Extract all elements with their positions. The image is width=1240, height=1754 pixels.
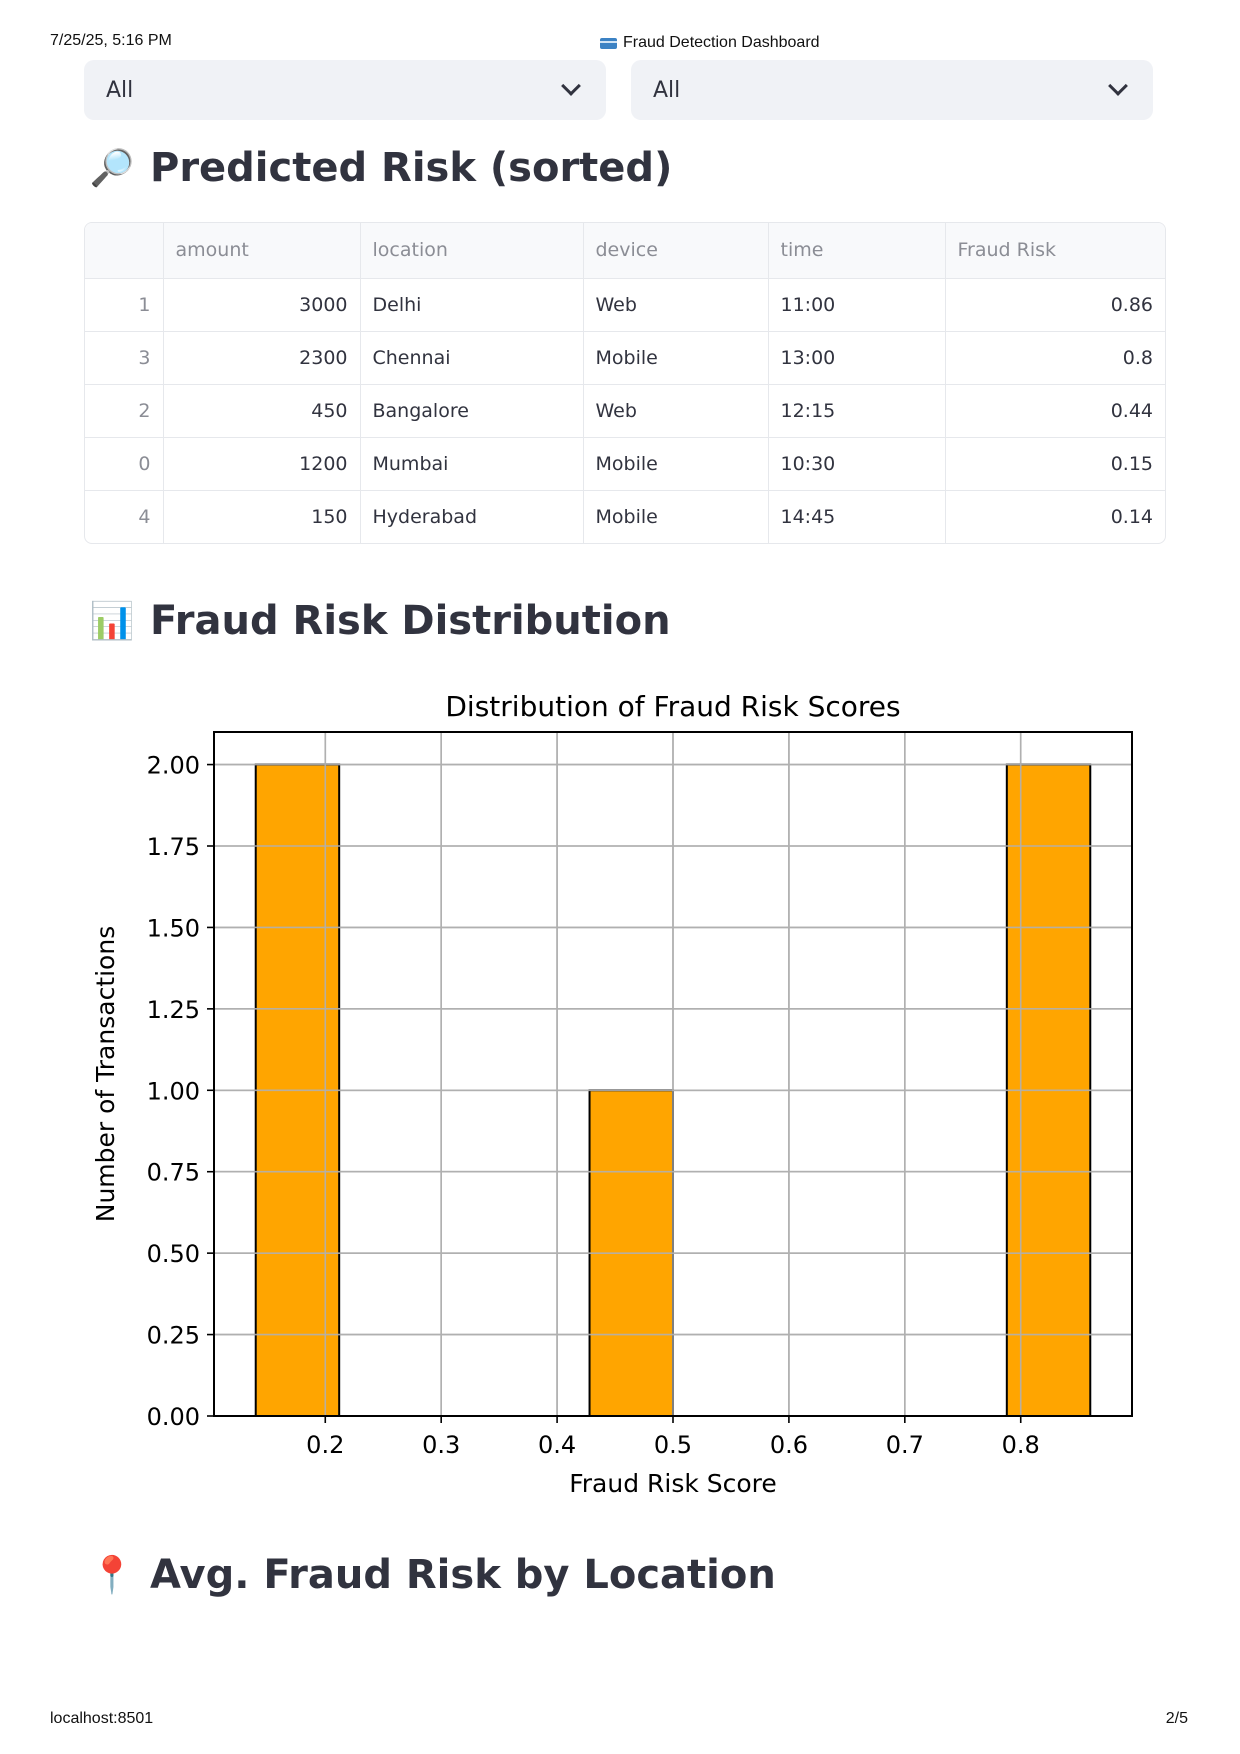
- y-tick-label: 1.25: [147, 996, 200, 1024]
- section-title-predicted-risk: 🔎 Predicted Risk (sorted): [88, 145, 673, 191]
- x-tick-label: 0.3: [422, 1431, 460, 1459]
- table-row[interactable]: 1 3000 Delhi Web 11:00 0.86: [85, 278, 1165, 332]
- y-tick-label: 0.50: [147, 1240, 200, 1268]
- filter-select-2-value: All: [653, 77, 681, 103]
- fraud-risk-histogram: Distribution of Fraud Risk Scores 0.2 0.3…: [91, 690, 1133, 1498]
- cell-location[interactable]: Delhi: [360, 278, 584, 332]
- table-header-row: amount location device time Fraud Risk: [85, 223, 1165, 279]
- cell-location[interactable]: Bangalore: [360, 384, 584, 438]
- y-tick-label: 1.50: [147, 914, 200, 942]
- cell-amount[interactable]: 450: [163, 384, 361, 438]
- chart-title: Distribution of Fraud Risk Scores: [445, 690, 900, 723]
- section-title-by-location: 📍 Avg. Fraud Risk by Location: [88, 1552, 776, 1598]
- chart-y-axis-label: Number of Transactions: [91, 926, 120, 1222]
- y-tick-label: 1.00: [147, 1077, 200, 1105]
- section-title-text: Predicted Risk (sorted): [150, 145, 673, 191]
- x-tick-label: 0.8: [1002, 1431, 1040, 1459]
- x-tick-label: 0.5: [654, 1431, 692, 1459]
- x-tick-label: 0.6: [770, 1431, 808, 1459]
- x-tick-label: 0.2: [306, 1431, 344, 1459]
- section-title-text: Avg. Fraud Risk by Location: [150, 1552, 776, 1598]
- row-index: 0: [85, 437, 164, 491]
- risk-data-table[interactable]: amount location device time Fraud Risk 1…: [84, 222, 1166, 544]
- cell-location[interactable]: Hyderabad: [360, 490, 584, 543]
- print-page-title: Fraud Detection Dashboard: [600, 34, 820, 52]
- column-header-amount[interactable]: amount: [163, 223, 361, 279]
- cell-time[interactable]: 10:30: [768, 437, 946, 491]
- chart-x-axis: 0.2 0.3 0.4 0.5 0.6 0.7 0.8: [306, 1416, 1040, 1459]
- cell-amount[interactable]: 2300: [163, 331, 361, 385]
- cell-fraud-risk[interactable]: 0.86: [945, 278, 1165, 332]
- cell-time[interactable]: 14:45: [768, 490, 946, 543]
- cell-amount[interactable]: 150: [163, 490, 361, 543]
- table-row[interactable]: 3 2300 Chennai Mobile 13:00 0.8: [85, 331, 1165, 385]
- section-title-distribution: 📊 Fraud Risk Distribution: [88, 598, 671, 644]
- row-index: 3: [85, 331, 164, 385]
- y-tick-label: 2.00: [147, 752, 200, 780]
- cell-device[interactable]: Mobile: [583, 437, 769, 491]
- chevron-down-icon: [1108, 76, 1128, 96]
- column-header-index[interactable]: [85, 223, 164, 279]
- y-tick-label: 1.75: [147, 833, 200, 861]
- column-header-device[interactable]: device: [583, 223, 769, 279]
- filter-select-1[interactable]: All: [84, 60, 606, 120]
- filter-select-2[interactable]: All: [631, 60, 1153, 120]
- cell-location[interactable]: Mumbai: [360, 437, 584, 491]
- bar-chart-icon: 📊: [89, 601, 135, 642]
- cell-device[interactable]: Web: [583, 384, 769, 438]
- row-index: 4: [85, 490, 164, 543]
- column-header-time[interactable]: time: [768, 223, 946, 279]
- print-date: 7/25/25, 5:16 PM: [50, 32, 172, 49]
- cell-location[interactable]: Chennai: [360, 331, 584, 385]
- cell-time[interactable]: 12:15: [768, 384, 946, 438]
- filter-select-1-value: All: [106, 77, 134, 103]
- chart-plot-frame: [213, 731, 1133, 1417]
- y-tick-label: 0.25: [147, 1322, 200, 1350]
- cell-fraud-risk[interactable]: 0.8: [945, 331, 1165, 385]
- cell-amount[interactable]: 1200: [163, 437, 361, 491]
- column-header-fraud-risk[interactable]: Fraud Risk: [945, 223, 1165, 279]
- cell-device[interactable]: Mobile: [583, 490, 769, 543]
- cell-fraud-risk[interactable]: 0.15: [945, 437, 1165, 491]
- chart-gridlines-overlay: [214, 732, 1132, 1417]
- cell-fraud-risk[interactable]: 0.44: [945, 384, 1165, 438]
- x-tick-label: 0.7: [886, 1431, 924, 1459]
- column-header-location[interactable]: location: [360, 223, 584, 279]
- print-page-number: 2/5: [1165, 1710, 1188, 1727]
- cell-time[interactable]: 11:00: [768, 278, 946, 332]
- row-index: 2: [85, 384, 164, 438]
- cell-fraud-risk[interactable]: 0.14: [1110, 505, 1153, 528]
- cell-device[interactable]: Mobile: [583, 331, 769, 385]
- cell-time[interactable]: 13:00: [768, 331, 946, 385]
- table-row[interactable]: 2 450 Bangalore Web 12:15 0.44: [85, 384, 1165, 438]
- row-index: 1: [85, 278, 164, 332]
- x-tick-label: 0.4: [538, 1431, 576, 1459]
- table-row[interactable]: 4 150 Hyderabad Mobile 14:45 0.14: [85, 490, 1165, 543]
- chart-x-axis-label: Fraud Risk Score: [569, 1469, 777, 1498]
- table-row[interactable]: 0 1200 Mumbai Mobile 10:30 0.15: [85, 437, 1165, 491]
- y-tick-label: 0.00: [147, 1403, 200, 1431]
- y-tick-label: 0.75: [147, 1159, 200, 1187]
- magnifier-icon: 🔎: [89, 148, 135, 189]
- cell-amount[interactable]: 3000: [163, 278, 361, 332]
- pin-icon: 📍: [89, 1555, 135, 1596]
- print-url: localhost:8501: [50, 1710, 154, 1727]
- print-page-title-text: Fraud Detection Dashboard: [623, 34, 820, 51]
- cell-device[interactable]: Web: [583, 278, 769, 332]
- chart-y-axis: 0.00 0.25 0.50 0.75 1.00 1.25 1.50 1.75 2.00: [147, 752, 214, 1431]
- credit-card-icon: [600, 37, 617, 49]
- chevron-down-icon: [561, 76, 581, 96]
- section-title-text: Fraud Risk Distribution: [150, 598, 671, 644]
